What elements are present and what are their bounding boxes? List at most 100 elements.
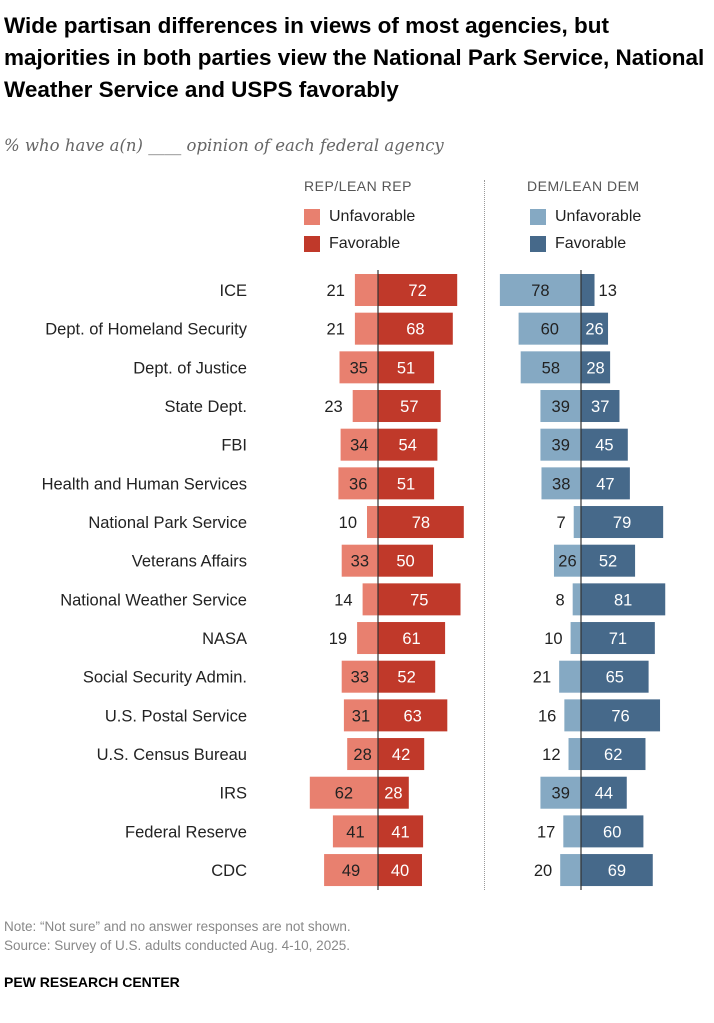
category-label: Health and Human Services [42, 475, 247, 493]
data-label-dem-unfavorable: 26 [558, 553, 576, 571]
data-label-dem-favorable: 47 [596, 475, 614, 493]
bar-rep-unfavorable [343, 699, 378, 732]
category-label: Dept. of Homeland Security [45, 321, 248, 339]
data-label-dem-unfavorable: 20 [534, 862, 552, 880]
bar-rep-unfavorable [357, 622, 378, 655]
data-label-rep-favorable: 50 [396, 553, 414, 571]
category-label: ICE [219, 282, 247, 300]
bar-rep-favorable [378, 506, 464, 539]
data-label-dem-favorable: 76 [611, 707, 629, 725]
data-label-dem-unfavorable: 8 [555, 591, 564, 609]
data-label-dem-favorable: 71 [609, 630, 627, 648]
bar-rep-unfavorable [332, 815, 378, 848]
bar-rep-unfavorable [362, 583, 378, 616]
data-label-rep-unfavorable: 28 [353, 746, 371, 764]
data-label-dem-unfavorable: 38 [552, 475, 570, 493]
bar-dem-unfavorable [573, 506, 581, 539]
data-label-rep-unfavorable: 21 [327, 282, 345, 300]
bar-rep-unfavorable [341, 660, 378, 693]
bar-dem-unfavorable [560, 854, 581, 887]
data-label-dem-unfavorable: 39 [552, 398, 570, 416]
data-label-rep-unfavorable: 33 [351, 553, 369, 571]
bar-rep-unfavorable [352, 390, 378, 423]
data-label-rep-favorable: 54 [399, 437, 417, 455]
bar-rep-unfavorable [338, 467, 378, 500]
data-label-rep-unfavorable: 33 [351, 669, 369, 687]
data-label-rep-favorable: 42 [392, 746, 410, 764]
bar-rep-favorable [378, 583, 461, 616]
data-label-rep-unfavorable: 41 [346, 823, 364, 841]
data-label-rep-unfavorable: 21 [327, 321, 345, 339]
bar-dem-unfavorable [553, 544, 581, 577]
legend-dem-unfavorable: Unfavorable [530, 208, 641, 226]
bar-dem-unfavorable [540, 776, 581, 809]
bar-dem-favorable [581, 390, 620, 423]
bar-dem-unfavorable [499, 274, 581, 306]
bar-dem-favorable [581, 312, 609, 345]
data-label-rep-favorable: 28 [384, 785, 402, 803]
bar-dem-unfavorable [520, 351, 581, 384]
bar-rep-favorable [378, 351, 435, 384]
data-label-dem-favorable: 37 [591, 398, 609, 416]
bar-rep-unfavorable [340, 428, 378, 461]
category-label: U.S. Census Bureau [97, 746, 247, 764]
category-label: CDC [211, 862, 247, 880]
data-label-rep-unfavorable: 35 [350, 359, 368, 377]
data-label-rep-favorable: 68 [406, 321, 424, 339]
legend-rep-favorable: Favorable [304, 235, 400, 253]
data-label-dem-unfavorable: 12 [542, 746, 560, 764]
data-label-dem-favorable: 52 [599, 553, 617, 571]
data-label-dem-unfavorable: 7 [557, 514, 566, 532]
bar-dem-unfavorable [570, 622, 581, 655]
bar-rep-favorable [378, 776, 409, 809]
chart-plot: ICE 21 72 7 8 13 Dept. of Homeland Security 21 6… [42, 270, 666, 891]
data-label-rep-favorable: 41 [391, 823, 409, 841]
bar-rep-favorable [378, 544, 433, 577]
category-label: U.S. Postal Service [105, 707, 247, 725]
bar-dem-unfavorable [559, 660, 581, 693]
data-label-dem-favorable: 13 [599, 282, 617, 300]
legend-label: Favorable [555, 235, 627, 252]
data-label-dem-unfavorable: 16 [538, 707, 556, 725]
legend-label: Favorable [329, 235, 401, 252]
legend-swatch [304, 236, 320, 252]
bar-rep-favorable [378, 622, 446, 655]
rep-group-header: REP/LEAN REP [304, 178, 412, 194]
bar-dem-favorable [581, 776, 627, 809]
chart-subtitle: % who have a(n) ____ opinion of each fed… [4, 136, 444, 155]
bar-dem-favorable [581, 854, 653, 887]
dem-group-header: DEM/LEAN DEM [527, 178, 640, 194]
data-label-rep-favorable: 72 [408, 282, 426, 300]
bar-dem-favorable [581, 583, 666, 616]
data-label-dem-favorable: 69 [608, 862, 626, 880]
category-label: IRS [219, 785, 247, 803]
chart-title: Wide partisan differences in views of mo… [4, 13, 705, 102]
bar-dem-unfavorable [568, 738, 581, 771]
bar-rep-favorable [378, 815, 424, 848]
data-label-dem-unfavorable: 58 [542, 359, 560, 377]
bar-rep-unfavorable [341, 544, 378, 577]
data-label-rep-favorable: 51 [397, 475, 415, 493]
bar-rep-favorable [378, 699, 448, 732]
data-label-dem-favorable: 81 [614, 591, 632, 609]
category-label: NASA [202, 630, 247, 648]
category-label: National Weather Service [60, 591, 247, 609]
data-label-rep-favorable: 75 [410, 591, 428, 609]
bar-dem-favorable [581, 506, 664, 539]
category-label: State Dept. [164, 398, 247, 416]
bar-rep-unfavorable [339, 351, 378, 384]
data-label-rep-unfavorable: 62 [335, 785, 353, 803]
legend-label: Unfavorable [555, 208, 642, 225]
bar-rep-unfavorable [367, 506, 378, 539]
bar-rep-favorable [378, 274, 458, 306]
data-label-dem-favorable: 62 [604, 746, 622, 764]
group-divider [484, 180, 485, 890]
legend-swatch [304, 209, 320, 225]
category-label: Dept. of Justice [133, 359, 247, 377]
bar-rep-favorable [378, 390, 441, 423]
bar-rep-favorable [378, 854, 422, 887]
data-label-rep-favorable: 57 [400, 398, 418, 416]
bar-dem-favorable [581, 428, 628, 461]
data-label-rep-unfavorable: 31 [352, 707, 370, 725]
legend-swatch [530, 236, 546, 252]
